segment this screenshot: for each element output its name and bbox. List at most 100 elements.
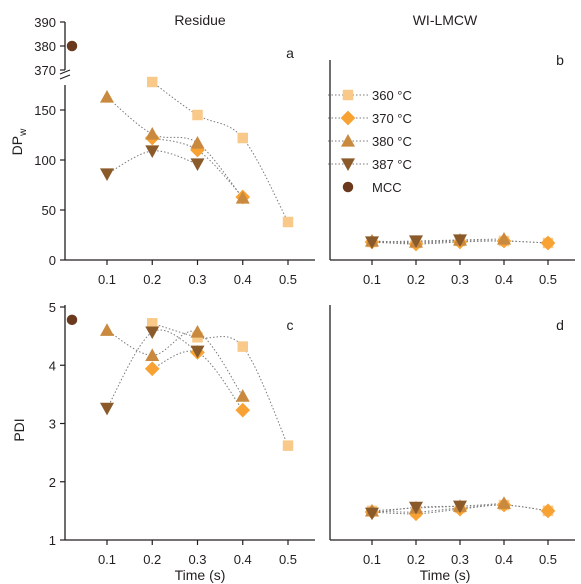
panel-a-data-point [147, 76, 158, 88]
panel-c-letter: c [287, 317, 294, 333]
panel-c-data-point [145, 326, 160, 340]
panel-a-data-point [100, 90, 114, 103]
panel-a-data-point [190, 136, 205, 149]
panel-c-y-tick-label: 5 [49, 300, 56, 315]
panel-a-lower-y-tick-label: 0 [49, 253, 56, 268]
panel-a-lower-y-tick-label: 150 [34, 103, 56, 118]
panel-a-data-point [145, 145, 160, 158]
panel-c-fit-line [152, 322, 289, 446]
panel-b-axes: 0.1 0.2 0.3 0.4 0.5 [329, 60, 575, 287]
panel-b-x-tick-label: 0.1 [363, 272, 381, 287]
panel-a: Residue a 0 50 100 150 370 380 390 0.1 0.2 0.3 0.4… [34, 12, 315, 287]
panel-c: c 1 2 3 4 5 0.1 0.2 0.3 0.4 0.5 [49, 300, 315, 567]
panel-c-y-tick-label: 4 [49, 358, 56, 373]
panel-d-x-tick-label: 0.2 [407, 552, 425, 567]
legend-marker [341, 134, 355, 147]
panel-c-x-tick-label: 0.4 [234, 552, 252, 567]
panel-c-data-point [235, 402, 251, 418]
legend-label: 360 °C [372, 88, 412, 103]
panel-a-upper-y-tick-label: 390 [34, 15, 56, 30]
panel-c-y-tick-label: 2 [49, 475, 56, 490]
panel-c-data-point [190, 345, 205, 359]
legend-label: 387 °C [372, 157, 412, 172]
panel-b-x-tick-label: 0.4 [495, 272, 513, 287]
panel-d-data-point [497, 496, 511, 509]
panel-c-data-point [235, 389, 250, 402]
panel-c-data-point [145, 348, 160, 361]
panel-b-data-point [365, 236, 379, 249]
panel-a-fit-line [106, 150, 198, 175]
panel-b-x-tick-label: 0.5 [539, 272, 557, 287]
panel-c-x-tick-label: 0.2 [143, 552, 161, 567]
legend-marker [342, 181, 354, 193]
legend-marker [341, 158, 355, 171]
panel-c-data-point [282, 440, 294, 451]
panel-d-data-point [409, 501, 423, 515]
panel-b-letter: b [556, 52, 564, 68]
panel-d-axes: 0.1 0.2 0.3 0.4 0.5 [329, 305, 575, 567]
panel-c-data-point [100, 323, 114, 336]
legend-label: 370 °C [372, 111, 412, 126]
panel-d-x-tick-label: 0.3 [451, 552, 469, 567]
panel-a-fit-line [152, 137, 244, 198]
panel-c-data-point [66, 314, 78, 326]
axis-break-mark [59, 74, 71, 80]
panel-b-data-point [409, 235, 423, 248]
panel-a-lower-y-tick-label: 50 [42, 203, 56, 218]
legend-marker [342, 89, 354, 101]
panel-d-data-point [453, 500, 467, 514]
panel-a-x-tick-label: 0.1 [98, 272, 116, 287]
y-axis-title-dpw: DPw [9, 128, 29, 155]
panel-c-data-point [237, 341, 248, 352]
panel-c-y-tick-label: 1 [49, 533, 56, 548]
panel-d-x-tick-label: 0.5 [539, 552, 557, 567]
panel-b-data-point [540, 235, 556, 251]
panel-c-x-tick-label: 0.5 [279, 552, 297, 567]
panel-a-plot [66, 40, 294, 228]
legend-label: 380 °C [372, 134, 412, 149]
panel-b-title: WI-LMCW [413, 12, 478, 28]
panel-c-y-tick-label: 3 [49, 417, 56, 432]
panel-b: WI-LMCW b 0.1 0.2 0.3 0.4 0.5 [329, 12, 575, 287]
panel-d-plot [364, 496, 556, 522]
x-axis-title-d: Time (s) [420, 567, 471, 583]
panel-a-data-point [237, 132, 248, 144]
panel-d: d 0.1 0.2 0.3 0.4 0.5 [329, 305, 575, 567]
panel-a-x-tick-label: 0.3 [188, 272, 206, 287]
panel-b-plot [364, 232, 556, 252]
panel-c-plot [66, 314, 294, 451]
panel-a-data-point [235, 191, 250, 204]
panel-a-data-point [282, 216, 294, 228]
panel-a-lower-y-tick-label: 100 [34, 153, 56, 168]
panel-a-upper-y-tick-label: 380 [34, 39, 56, 54]
panel-c-x-tick-label: 0.3 [188, 552, 206, 567]
panel-a-data-point [190, 158, 205, 171]
legend-marker [340, 110, 356, 126]
panel-d-x-tick-label: 0.4 [495, 552, 513, 567]
legend-label: MCC [372, 180, 402, 195]
panel-c-fit-line [152, 350, 244, 411]
panel-b-data-point [497, 232, 511, 245]
panel-a-upper-y-tick-label: 370 [34, 63, 56, 78]
y-axis-title-subscript: w [18, 128, 29, 137]
panel-d-fit-line [371, 502, 505, 512]
panel-c-data-point [190, 325, 205, 338]
panel-a-data-point [100, 168, 114, 181]
panel-a-x-tick-label: 0.2 [143, 272, 161, 287]
panel-b-fit-line [371, 239, 461, 243]
panel-a-x-tick-label: 0.5 [279, 272, 297, 287]
panel-c-data-point [100, 402, 114, 416]
panel-c-data-point [144, 361, 160, 377]
panel-c-fit-line [106, 329, 198, 409]
panel-c-fit-line [106, 329, 244, 397]
panel-c-x-tick-label: 0.1 [98, 552, 116, 567]
axis-break-mark [59, 69, 71, 75]
x-axis-title-c: Time (s) [175, 567, 226, 583]
panel-d-letter: d [556, 317, 564, 333]
panel-a-fit-line [106, 96, 244, 199]
panel-a-fit-line [151, 81, 289, 223]
panel-a-data-point [145, 127, 160, 140]
panel-c-data-point [147, 318, 158, 329]
panel-d-x-tick-label: 0.1 [363, 552, 381, 567]
